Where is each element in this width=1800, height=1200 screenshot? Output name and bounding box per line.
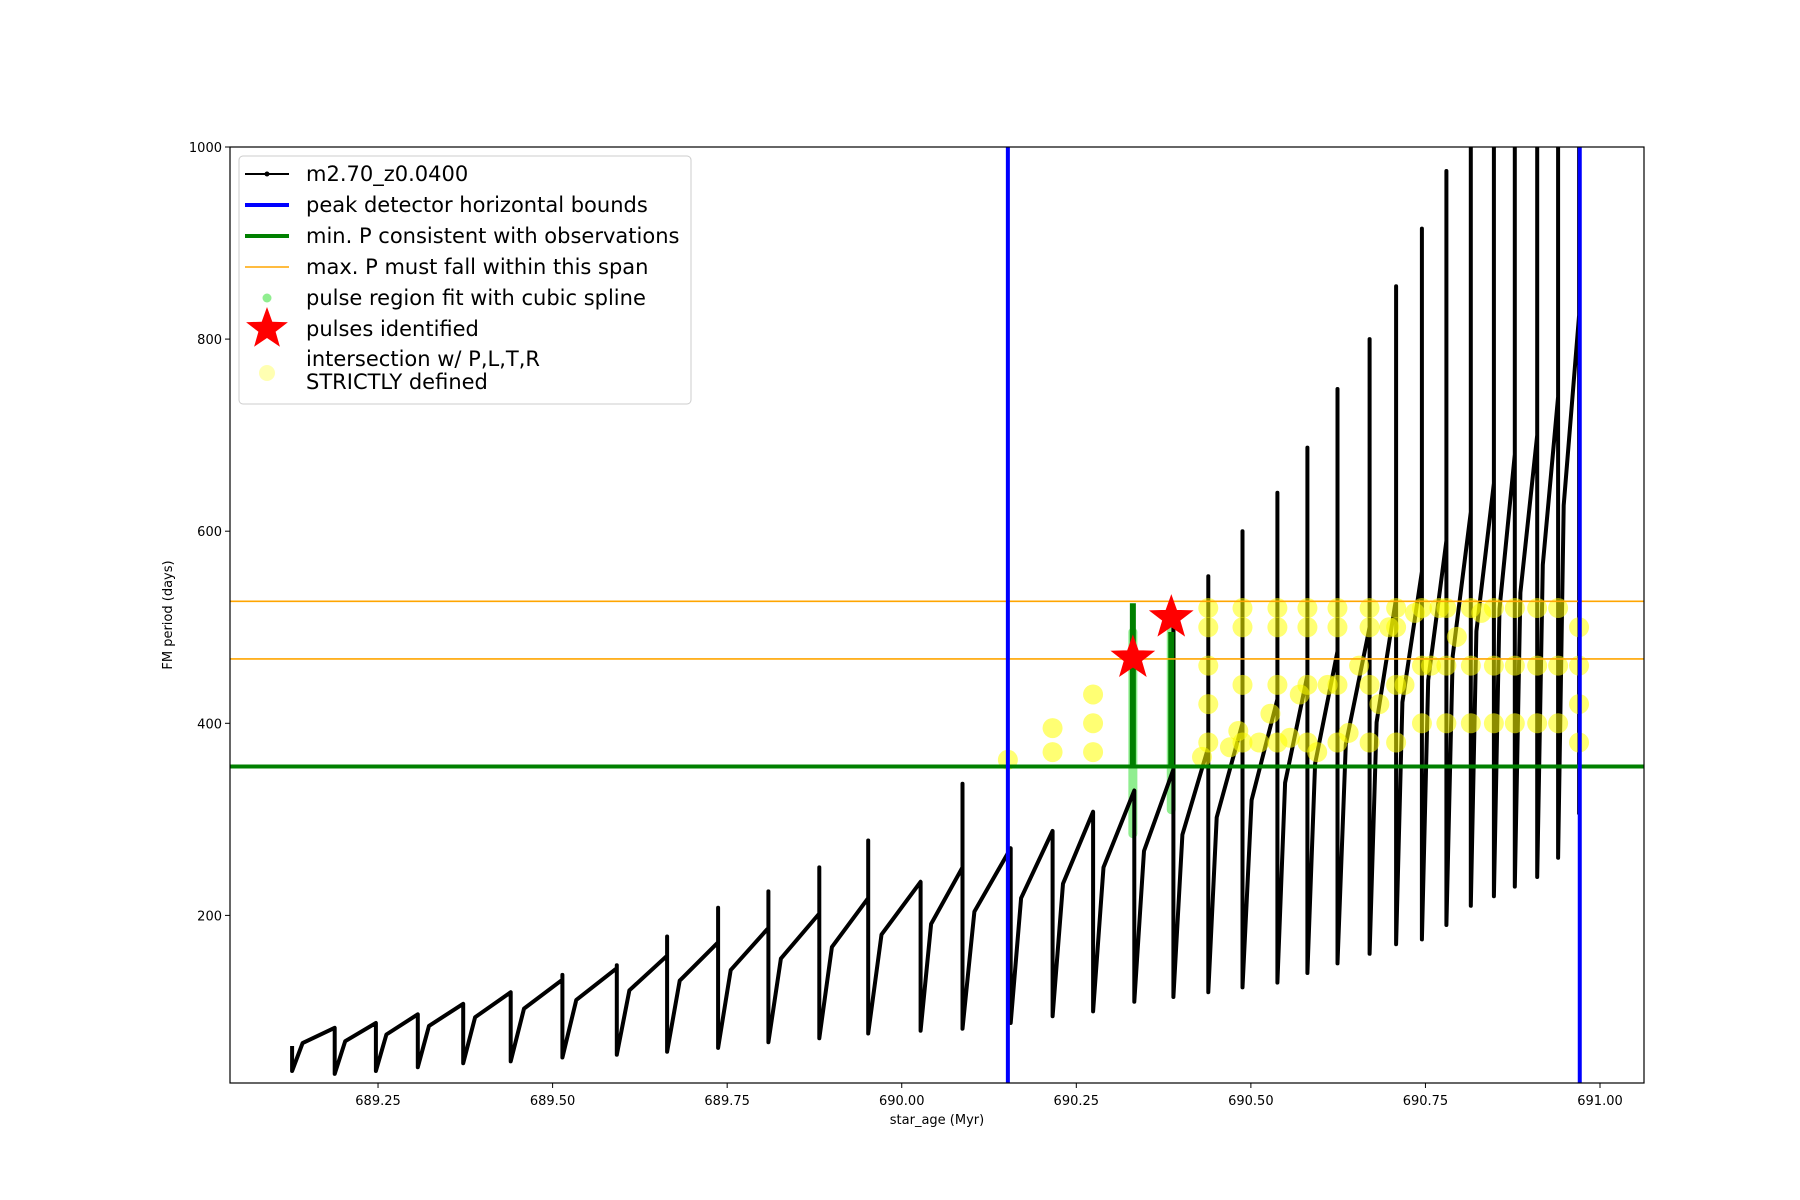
- x-tick-label: 691.00: [1577, 1094, 1623, 1109]
- legend-label: peak detector horizontal bounds: [306, 193, 648, 217]
- pulse-star: [1148, 594, 1194, 637]
- intersection-point: [1297, 674, 1318, 695]
- x-tick-label: 690.25: [1054, 1094, 1100, 1109]
- intersection-point: [1198, 655, 1219, 676]
- intersection-point: [1527, 713, 1548, 734]
- intersection-point: [1527, 598, 1548, 619]
- intersection-point: [1386, 598, 1407, 619]
- legend-label: pulse region fit with cubic spline: [306, 286, 646, 310]
- x-tick-label: 690.75: [1403, 1094, 1449, 1109]
- axes-frame: [229, 146, 1645, 1084]
- intersection-point: [1446, 626, 1467, 647]
- intersection-point: [1232, 674, 1253, 695]
- intersection-point: [1504, 598, 1525, 619]
- intersection-point: [1548, 655, 1569, 676]
- intersection-point: [1386, 732, 1407, 753]
- y-tick-label: 1000: [189, 141, 222, 156]
- intersection-point: [1436, 598, 1457, 619]
- intersection-point: [1267, 617, 1288, 638]
- y-tick-label: 800: [197, 333, 222, 348]
- legend-label: pulses identified: [306, 317, 479, 341]
- legend-label: min. P consistent with observations: [306, 224, 679, 248]
- intersection-point: [1436, 713, 1457, 734]
- intersection-point: [1042, 742, 1063, 763]
- intersection-point: [1548, 598, 1569, 619]
- intersection-point: [1527, 655, 1548, 676]
- intersection-point: [1267, 674, 1288, 695]
- x-tick-label: 689.50: [530, 1094, 576, 1109]
- x-tick-label: 689.75: [704, 1094, 750, 1109]
- legend-label: m2.70_z0.0400: [306, 162, 468, 187]
- intersection-point: [1232, 732, 1253, 753]
- intersection-point: [1297, 617, 1318, 638]
- intersection-point: [1411, 713, 1432, 734]
- intersection-point: [1436, 655, 1457, 676]
- x-tick-label: 689.25: [355, 1094, 401, 1109]
- intersection-point: [1260, 703, 1281, 724]
- intersection-point: [1327, 598, 1348, 619]
- intersection-point: [1249, 732, 1270, 753]
- intersection-point: [1483, 655, 1504, 676]
- intersection-point: [1411, 598, 1432, 619]
- legend-label: max. P must fall within this span: [306, 255, 648, 279]
- legend-label: STRICTLY defined: [306, 370, 488, 394]
- intersection-point: [1386, 617, 1407, 638]
- intersection-point: [1198, 732, 1219, 753]
- intersection-point: [1083, 713, 1104, 734]
- x-tick-label: 690.00: [879, 1094, 925, 1109]
- intersection-point: [1548, 713, 1569, 734]
- y-tick-label: 200: [197, 909, 222, 924]
- legend-handle: [262, 293, 272, 303]
- intersection-point: [1349, 655, 1370, 676]
- intersection-point: [1083, 742, 1104, 763]
- x-tick-label: 690.50: [1228, 1094, 1274, 1109]
- axes: 689.25 689.50 689.75 690.00 690.25 690.50 690.…: [189, 141, 1623, 1109]
- intersection-point: [1504, 655, 1525, 676]
- legend-handle: [264, 171, 270, 177]
- intersection-point: [1359, 674, 1380, 695]
- pulse-star: [1110, 634, 1156, 678]
- intersection-point: [1369, 694, 1390, 715]
- intersection-point: [1483, 598, 1504, 619]
- intersection-point: [1421, 655, 1442, 676]
- intersection-point: [1232, 617, 1253, 638]
- intersection-point: [1327, 617, 1348, 638]
- intersection-point: [1338, 722, 1359, 743]
- y-tick-label: 400: [197, 717, 222, 732]
- intersection-point: [1359, 732, 1380, 753]
- intersection-point: [1460, 655, 1481, 676]
- intersection-point: [1359, 598, 1380, 619]
- intersection-point: [1460, 713, 1481, 734]
- series-line: [290, 147, 1582, 1076]
- intersection-point: [1042, 718, 1063, 739]
- legend-handle: [259, 365, 275, 381]
- intersection-point: [1198, 598, 1219, 619]
- intersection-point: [1394, 674, 1415, 695]
- intersection-point: [1083, 684, 1104, 705]
- legend-label: intersection w/ P,L,T,R: [306, 347, 540, 371]
- y-axis-label: FM period (days): [161, 560, 176, 669]
- legend-box: [238, 155, 692, 405]
- intersection-point: [1504, 713, 1525, 734]
- intersection-point: [1327, 674, 1348, 695]
- intersection-point: [1198, 617, 1219, 638]
- plot-area: [230, 147, 1644, 1083]
- legend-handle: [246, 307, 288, 347]
- intersection-point: [1307, 742, 1328, 763]
- x-axis-label: star_age (Myr): [890, 1113, 984, 1128]
- intersection-point: [1198, 694, 1219, 715]
- intersection-point: [1232, 598, 1253, 619]
- intersection-point: [1483, 713, 1504, 734]
- intersection-point: [1297, 598, 1318, 619]
- intersection-point: [1359, 617, 1380, 638]
- intersection-point: [1267, 598, 1288, 619]
- y-tick-label: 600: [197, 525, 222, 540]
- intersection-point: [1279, 727, 1300, 748]
